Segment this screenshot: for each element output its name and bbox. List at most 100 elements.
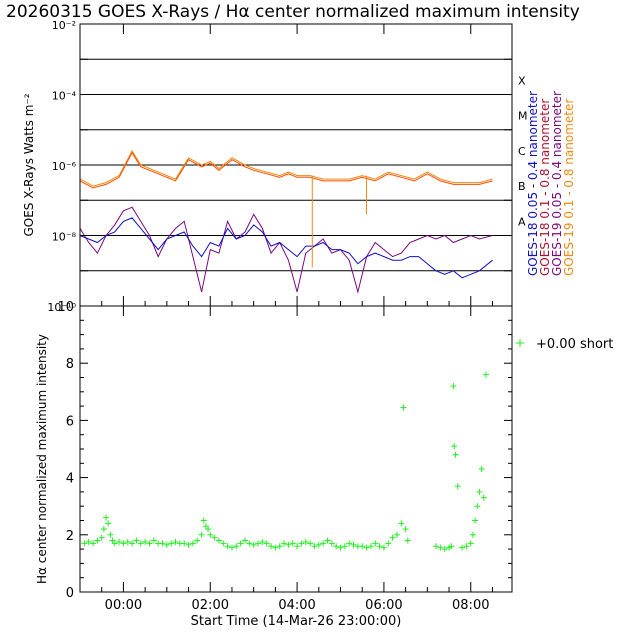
halpha-data-point — [94, 537, 101, 544]
halpha-data-point — [103, 514, 110, 521]
halpha-data-point — [281, 540, 288, 547]
halpha-data-point — [263, 540, 270, 547]
halpha-data-point — [402, 526, 409, 533]
halpha-data-point — [346, 540, 353, 547]
xray-y-tick-label: 10⁻⁶ — [52, 160, 77, 173]
halpha-data-point — [98, 534, 105, 541]
halpha-data-point — [285, 541, 292, 548]
halpha-data-point — [172, 538, 179, 545]
halpha-data-point — [467, 540, 474, 547]
halpha-data-point — [311, 543, 318, 550]
halpha-data-point — [452, 451, 459, 458]
halpha-legend-label: +0.00 short — [536, 337, 613, 352]
halpha-y-axis-title: Hα center normalized maximum intensity — [35, 334, 49, 584]
xray-y-tick-label: 10⁻⁸ — [52, 231, 77, 244]
x-tick-label: 06:00 — [365, 598, 402, 613]
flare-class-label: B — [518, 180, 526, 193]
x-tick-label: 02:00 — [192, 598, 229, 613]
halpha-data-point — [129, 540, 136, 547]
halpha-data-point — [111, 540, 118, 547]
halpha-data-point — [207, 531, 214, 538]
xray-y-tick-label: 10⁻⁴ — [52, 90, 77, 103]
halpha-data-point — [385, 540, 392, 547]
halpha-data-point — [328, 540, 335, 547]
halpha-data-point — [124, 538, 131, 545]
halpha-data-point — [189, 540, 196, 547]
halpha-y-tick-label: 10 — [57, 300, 74, 315]
halpha-data-point — [259, 538, 266, 545]
halpha-data-point — [289, 540, 296, 547]
halpha-data-point — [324, 537, 331, 544]
halpha-data-point — [398, 520, 405, 527]
halpha-data-point — [100, 526, 107, 533]
x-tick-label: 00:00 — [105, 598, 142, 613]
x-tick-label: 04:00 — [278, 598, 315, 613]
flare-class-label: C — [518, 145, 526, 158]
flare-class-label: A — [518, 215, 526, 228]
halpha-data-point — [437, 544, 444, 551]
halpha-data-point — [459, 544, 466, 551]
halpha-data-point — [376, 543, 383, 550]
halpha-data-point — [272, 544, 279, 551]
halpha-data-point — [220, 540, 227, 547]
xray-y-tick-label: 10⁻¹⁰ — [47, 301, 76, 314]
halpha-data-point — [224, 543, 231, 550]
halpha-data-point — [400, 404, 407, 411]
flare-class-label: M — [518, 110, 528, 123]
xray-legend-entry: GOES-18 0.1 - 0.8 nanometer — [538, 99, 552, 276]
halpha-data-point — [237, 540, 244, 547]
halpha-data-point — [168, 540, 175, 547]
xray-legend-entry: GOES-18 0.05 - 0.4 nanometer — [526, 91, 540, 276]
halpha-data-point — [294, 543, 301, 550]
halpha-data-point — [451, 443, 458, 450]
xray-y-axis-title: GOES X-Rays Watts m⁻² — [22, 93, 36, 236]
halpha-data-point — [454, 483, 461, 490]
halpha-data-point — [200, 517, 207, 524]
xray-series-line-1 — [79, 149, 493, 187]
halpha-data-point — [359, 543, 366, 550]
xray-legend-entry: GOES-19 0.05 - 0.4 nanometer — [550, 91, 564, 276]
halpha-data-point — [163, 541, 170, 548]
halpha-data-point — [137, 540, 144, 547]
halpha-data-point — [205, 526, 212, 533]
halpha-data-point — [85, 538, 92, 545]
halpha-data-point — [333, 543, 340, 550]
halpha-data-point — [302, 538, 309, 545]
halpha-y-tick-label: 8 — [66, 357, 74, 372]
halpha-y-tick-label: 4 — [66, 472, 74, 487]
halpha-data-point — [90, 540, 97, 547]
halpha-data-point — [185, 541, 192, 548]
xray-series-line-2 — [79, 151, 493, 189]
halpha-data-point — [181, 540, 188, 547]
halpha-data-point — [393, 531, 400, 538]
halpha-data-point — [159, 540, 166, 547]
halpha-data-point — [474, 503, 481, 510]
halpha-data-point — [150, 537, 157, 544]
halpha-data-point — [480, 494, 487, 501]
halpha-data-point — [372, 540, 379, 547]
xray-legend-entry: GOES-19 0.1 - 0.8 nanometer — [562, 99, 576, 276]
halpha-data-point — [276, 543, 283, 550]
halpha-data-point — [133, 537, 140, 544]
halpha-data-point — [107, 531, 114, 538]
halpha-data-point — [472, 517, 479, 524]
halpha-data-point — [215, 537, 222, 544]
xray-series-line-4 — [79, 217, 493, 279]
halpha-data-point — [341, 543, 348, 550]
halpha-data-point — [255, 540, 262, 547]
halpha-data-point — [194, 537, 201, 544]
halpha-data-point — [380, 544, 387, 551]
halpha-data-point — [116, 538, 123, 545]
halpha-data-point — [404, 537, 411, 544]
halpha-data-point — [241, 537, 248, 544]
halpha-data-point — [476, 488, 483, 495]
xray-series-line-3 — [79, 206, 493, 294]
halpha-data-point — [363, 544, 370, 551]
halpha-y-tick-label: 2 — [66, 529, 74, 544]
x-tick-label: 08:00 — [452, 598, 489, 613]
halpha-y-tick-label: 0 — [66, 586, 74, 601]
flare-class-label: X — [518, 74, 526, 87]
halpha-data-point — [120, 540, 127, 547]
halpha-data-point — [337, 544, 344, 551]
halpha-data-point — [246, 540, 253, 547]
